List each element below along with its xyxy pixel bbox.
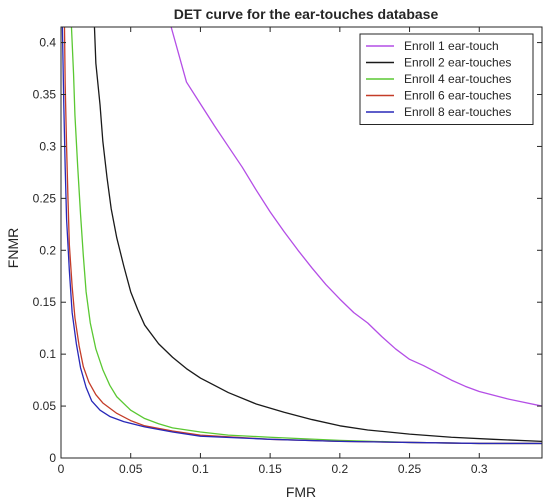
- y-tick-label: 0.2: [39, 243, 56, 257]
- series-layer: [61, 27, 542, 445]
- y-axis-ticks: 0 0.05 0.1 0.15 0.2 0.25 0.3 0.35 0.4: [33, 36, 542, 465]
- series-line-3: [70, 27, 542, 445]
- x-tick-label: 0.3: [471, 462, 488, 476]
- series-line-2: [93, 27, 542, 443]
- x-tick-label: 0.1: [192, 462, 209, 476]
- x-axis-label: FMR: [286, 484, 316, 500]
- legend-entry: Enroll 2 ear-touches: [404, 56, 511, 70]
- legend-entry: Enroll 4 ear-touches: [404, 72, 511, 86]
- legend-entry: Enroll 8 ear-touches: [404, 105, 511, 119]
- y-axis-label: FNMR: [5, 228, 21, 268]
- x-axis-ticks: 0 0.05 0.1 0.15 0.2 0.25 0.3: [58, 27, 488, 476]
- x-tick-label: 0: [58, 462, 65, 476]
- y-tick-label: 0.1: [39, 347, 56, 361]
- y-tick-label: 0.35: [33, 88, 57, 102]
- y-tick-label: 0.15: [33, 295, 57, 309]
- y-tick-label: 0.25: [33, 191, 57, 205]
- x-tick-label: 0.05: [119, 462, 143, 476]
- legend-entry: Enroll 1 ear-touch: [404, 39, 499, 53]
- series-line-1: [170, 27, 542, 407]
- series-line-5: [61, 27, 542, 445]
- y-tick-label: 0.3: [39, 139, 56, 153]
- x-tick-label: 0.15: [258, 462, 282, 476]
- plot-frame: [60, 26, 543, 459]
- y-tick-label: 0.05: [33, 399, 57, 413]
- y-tick-label: 0: [49, 451, 56, 465]
- x-tick-label: 0.25: [398, 462, 422, 476]
- y-tick-label: 0.4: [39, 36, 56, 50]
- legend: Enroll 1 ear-touch Enroll 2 ear-touches En…: [359, 33, 534, 125]
- x-tick-label: 0.2: [331, 462, 348, 476]
- chart-title: DET curve for the ear-touches database: [174, 6, 439, 22]
- legend-entry: Enroll 6 ear-touches: [404, 89, 511, 103]
